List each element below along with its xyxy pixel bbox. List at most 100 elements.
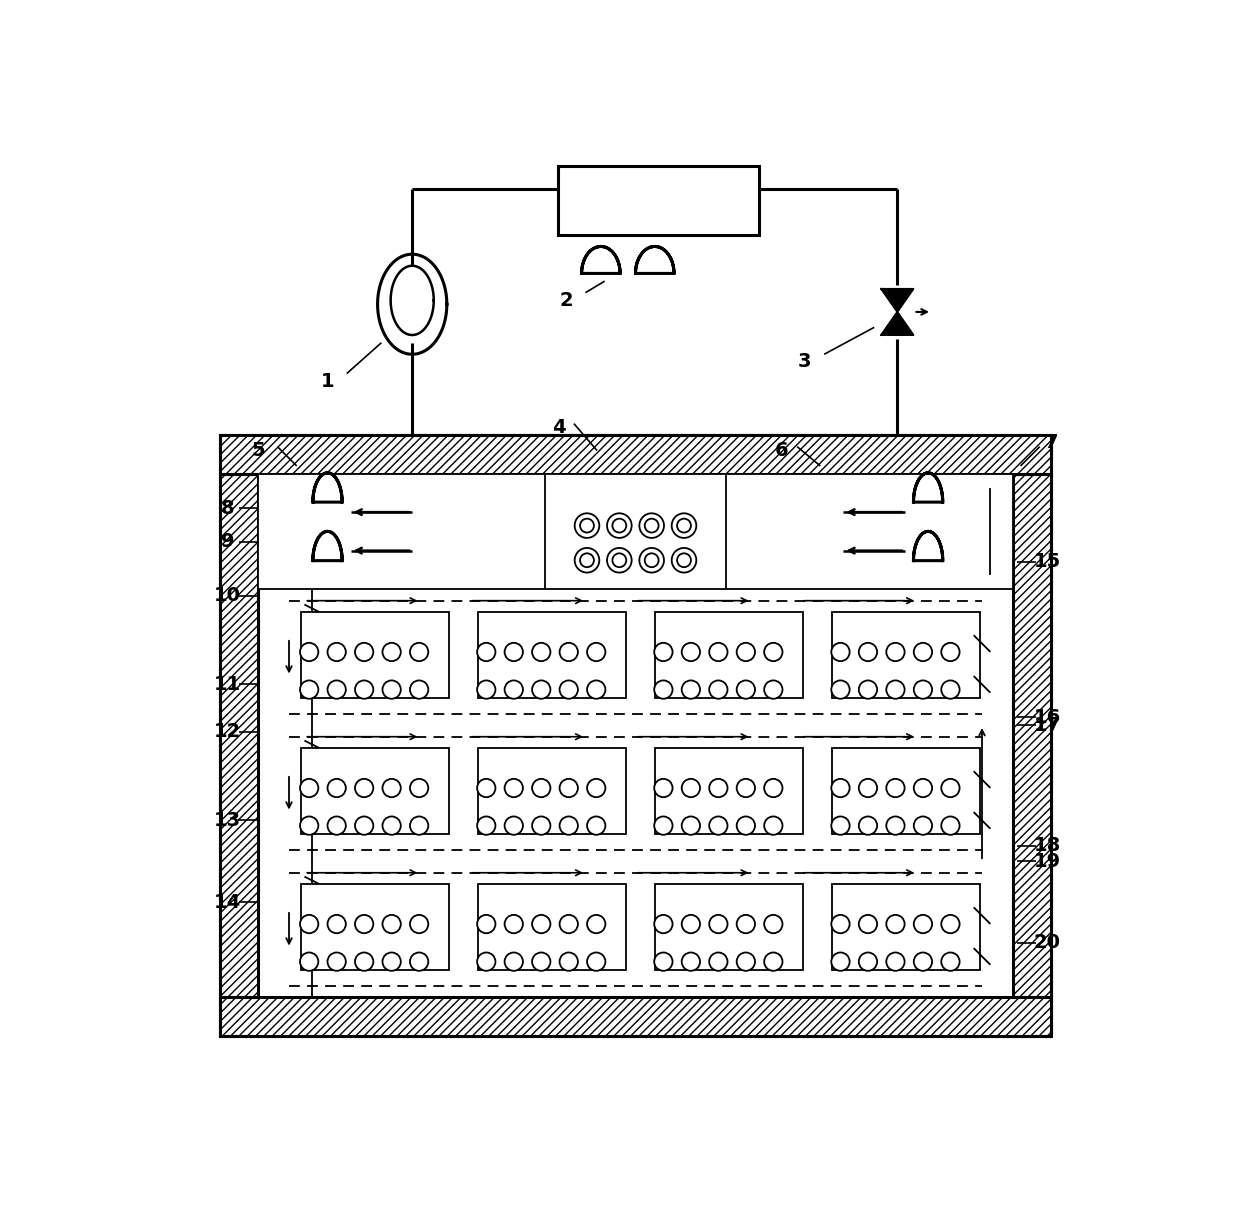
Bar xyxy=(655,885,804,970)
Circle shape xyxy=(327,952,346,970)
Bar xyxy=(300,612,449,698)
Circle shape xyxy=(532,816,551,835)
Circle shape xyxy=(682,816,701,835)
Text: 18: 18 xyxy=(1034,836,1061,856)
Circle shape xyxy=(709,952,728,970)
Circle shape xyxy=(559,681,578,699)
Circle shape xyxy=(532,643,551,661)
Circle shape xyxy=(587,952,605,970)
Circle shape xyxy=(831,681,849,699)
Circle shape xyxy=(709,816,728,835)
Bar xyxy=(477,885,626,970)
Circle shape xyxy=(682,681,701,699)
Circle shape xyxy=(505,643,523,661)
Circle shape xyxy=(300,643,319,661)
Circle shape xyxy=(764,779,782,797)
Circle shape xyxy=(382,681,401,699)
Circle shape xyxy=(410,681,428,699)
Circle shape xyxy=(709,779,728,797)
Circle shape xyxy=(505,681,523,699)
Circle shape xyxy=(831,952,849,970)
Circle shape xyxy=(655,643,672,661)
Text: 8: 8 xyxy=(221,498,234,518)
Circle shape xyxy=(887,816,905,835)
Circle shape xyxy=(655,915,672,933)
Circle shape xyxy=(672,548,697,572)
Circle shape xyxy=(941,643,960,661)
Bar xyxy=(219,436,1052,473)
Circle shape xyxy=(737,816,755,835)
Circle shape xyxy=(300,915,319,933)
Circle shape xyxy=(587,816,605,835)
Bar xyxy=(655,748,804,834)
Bar xyxy=(477,748,626,834)
Text: 12: 12 xyxy=(213,723,241,741)
Text: 14: 14 xyxy=(213,892,241,911)
Circle shape xyxy=(887,643,905,661)
Circle shape xyxy=(859,952,877,970)
Circle shape xyxy=(677,553,691,567)
Circle shape xyxy=(355,915,373,933)
Circle shape xyxy=(764,952,782,970)
Circle shape xyxy=(355,779,373,797)
Circle shape xyxy=(682,643,701,661)
Bar xyxy=(655,612,804,698)
Circle shape xyxy=(382,952,401,970)
Circle shape xyxy=(682,779,701,797)
Circle shape xyxy=(477,643,496,661)
Circle shape xyxy=(831,643,849,661)
Circle shape xyxy=(327,643,346,661)
Circle shape xyxy=(505,952,523,970)
Text: 4: 4 xyxy=(552,418,565,437)
Circle shape xyxy=(655,952,672,970)
Circle shape xyxy=(831,915,849,933)
Circle shape xyxy=(709,915,728,933)
Bar xyxy=(832,612,980,698)
Circle shape xyxy=(941,816,960,835)
Circle shape xyxy=(410,952,428,970)
Circle shape xyxy=(477,779,496,797)
Bar xyxy=(300,885,449,970)
Circle shape xyxy=(477,816,496,835)
Circle shape xyxy=(709,681,728,699)
Bar xyxy=(258,473,1013,589)
Circle shape xyxy=(859,643,877,661)
Bar xyxy=(258,473,1013,997)
Circle shape xyxy=(587,681,605,699)
Circle shape xyxy=(645,519,658,532)
Circle shape xyxy=(355,816,373,835)
Circle shape xyxy=(831,779,849,797)
Circle shape xyxy=(640,513,663,538)
Text: 16: 16 xyxy=(1034,709,1061,727)
Text: 3: 3 xyxy=(799,352,812,372)
Circle shape xyxy=(613,553,626,567)
Circle shape xyxy=(677,519,691,532)
Circle shape xyxy=(914,643,932,661)
Circle shape xyxy=(764,681,782,699)
Circle shape xyxy=(914,681,932,699)
Circle shape xyxy=(574,513,599,538)
Circle shape xyxy=(355,643,373,661)
Circle shape xyxy=(532,779,551,797)
Circle shape xyxy=(914,952,932,970)
Circle shape xyxy=(859,779,877,797)
Circle shape xyxy=(300,952,319,970)
Circle shape xyxy=(914,779,932,797)
Circle shape xyxy=(505,915,523,933)
Circle shape xyxy=(532,952,551,970)
Bar xyxy=(477,612,626,698)
Circle shape xyxy=(327,681,346,699)
Circle shape xyxy=(382,915,401,933)
Polygon shape xyxy=(882,288,914,311)
Circle shape xyxy=(355,681,373,699)
Circle shape xyxy=(682,915,701,933)
Bar xyxy=(558,165,759,235)
Circle shape xyxy=(477,915,496,933)
Bar xyxy=(219,436,1052,1036)
Circle shape xyxy=(300,779,319,797)
Circle shape xyxy=(682,952,701,970)
Text: 15: 15 xyxy=(1034,553,1061,571)
Circle shape xyxy=(505,816,523,835)
Circle shape xyxy=(941,952,960,970)
Circle shape xyxy=(859,816,877,835)
